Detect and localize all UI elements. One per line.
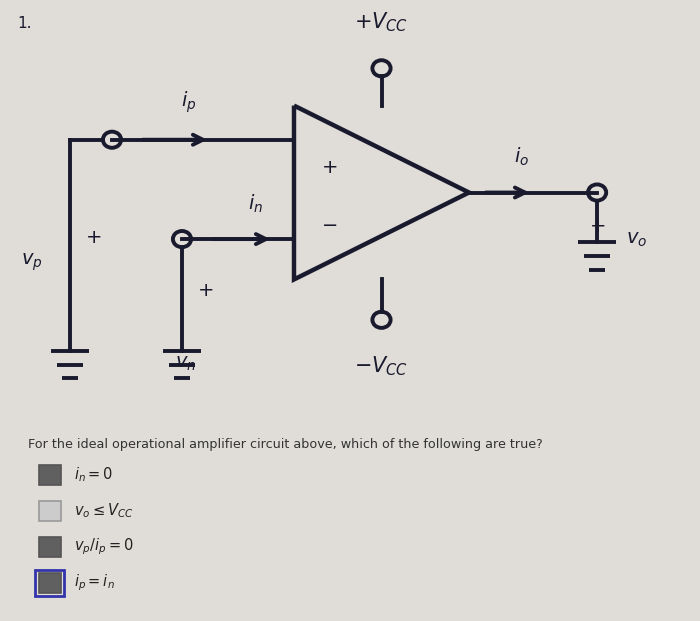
Text: $-$: $-$ bbox=[321, 214, 337, 233]
Text: $i_n=0$: $i_n=0$ bbox=[74, 466, 113, 484]
Text: $+$: $+$ bbox=[321, 158, 337, 177]
Text: $+$: $+$ bbox=[197, 281, 214, 300]
FancyBboxPatch shape bbox=[38, 573, 61, 593]
FancyBboxPatch shape bbox=[38, 501, 61, 521]
Text: $v_p/i_p=0$: $v_p/i_p=0$ bbox=[74, 537, 134, 558]
Text: $i_p=i_n$: $i_p=i_n$ bbox=[74, 573, 114, 594]
Text: $+$: $+$ bbox=[589, 217, 606, 237]
FancyBboxPatch shape bbox=[38, 537, 61, 557]
Text: $-V_{CC}$: $-V_{CC}$ bbox=[354, 354, 409, 378]
Text: $+V_{CC}$: $+V_{CC}$ bbox=[354, 11, 409, 34]
Text: $v_o$: $v_o$ bbox=[626, 230, 648, 249]
Text: $i_o$: $i_o$ bbox=[514, 145, 529, 168]
Text: For the ideal operational amplifier circuit above, which of the following are tr: For the ideal operational amplifier circ… bbox=[28, 438, 542, 451]
Text: $+$: $+$ bbox=[85, 228, 101, 247]
Text: 1.: 1. bbox=[18, 16, 32, 30]
Text: $v_p$: $v_p$ bbox=[21, 252, 42, 273]
Text: $v_n$: $v_n$ bbox=[175, 354, 196, 373]
FancyBboxPatch shape bbox=[38, 465, 61, 485]
Text: $v_o\leq V_{CC}$: $v_o\leq V_{CC}$ bbox=[74, 502, 133, 520]
Text: $i_p$: $i_p$ bbox=[181, 89, 197, 115]
Text: $i_n$: $i_n$ bbox=[248, 193, 263, 215]
